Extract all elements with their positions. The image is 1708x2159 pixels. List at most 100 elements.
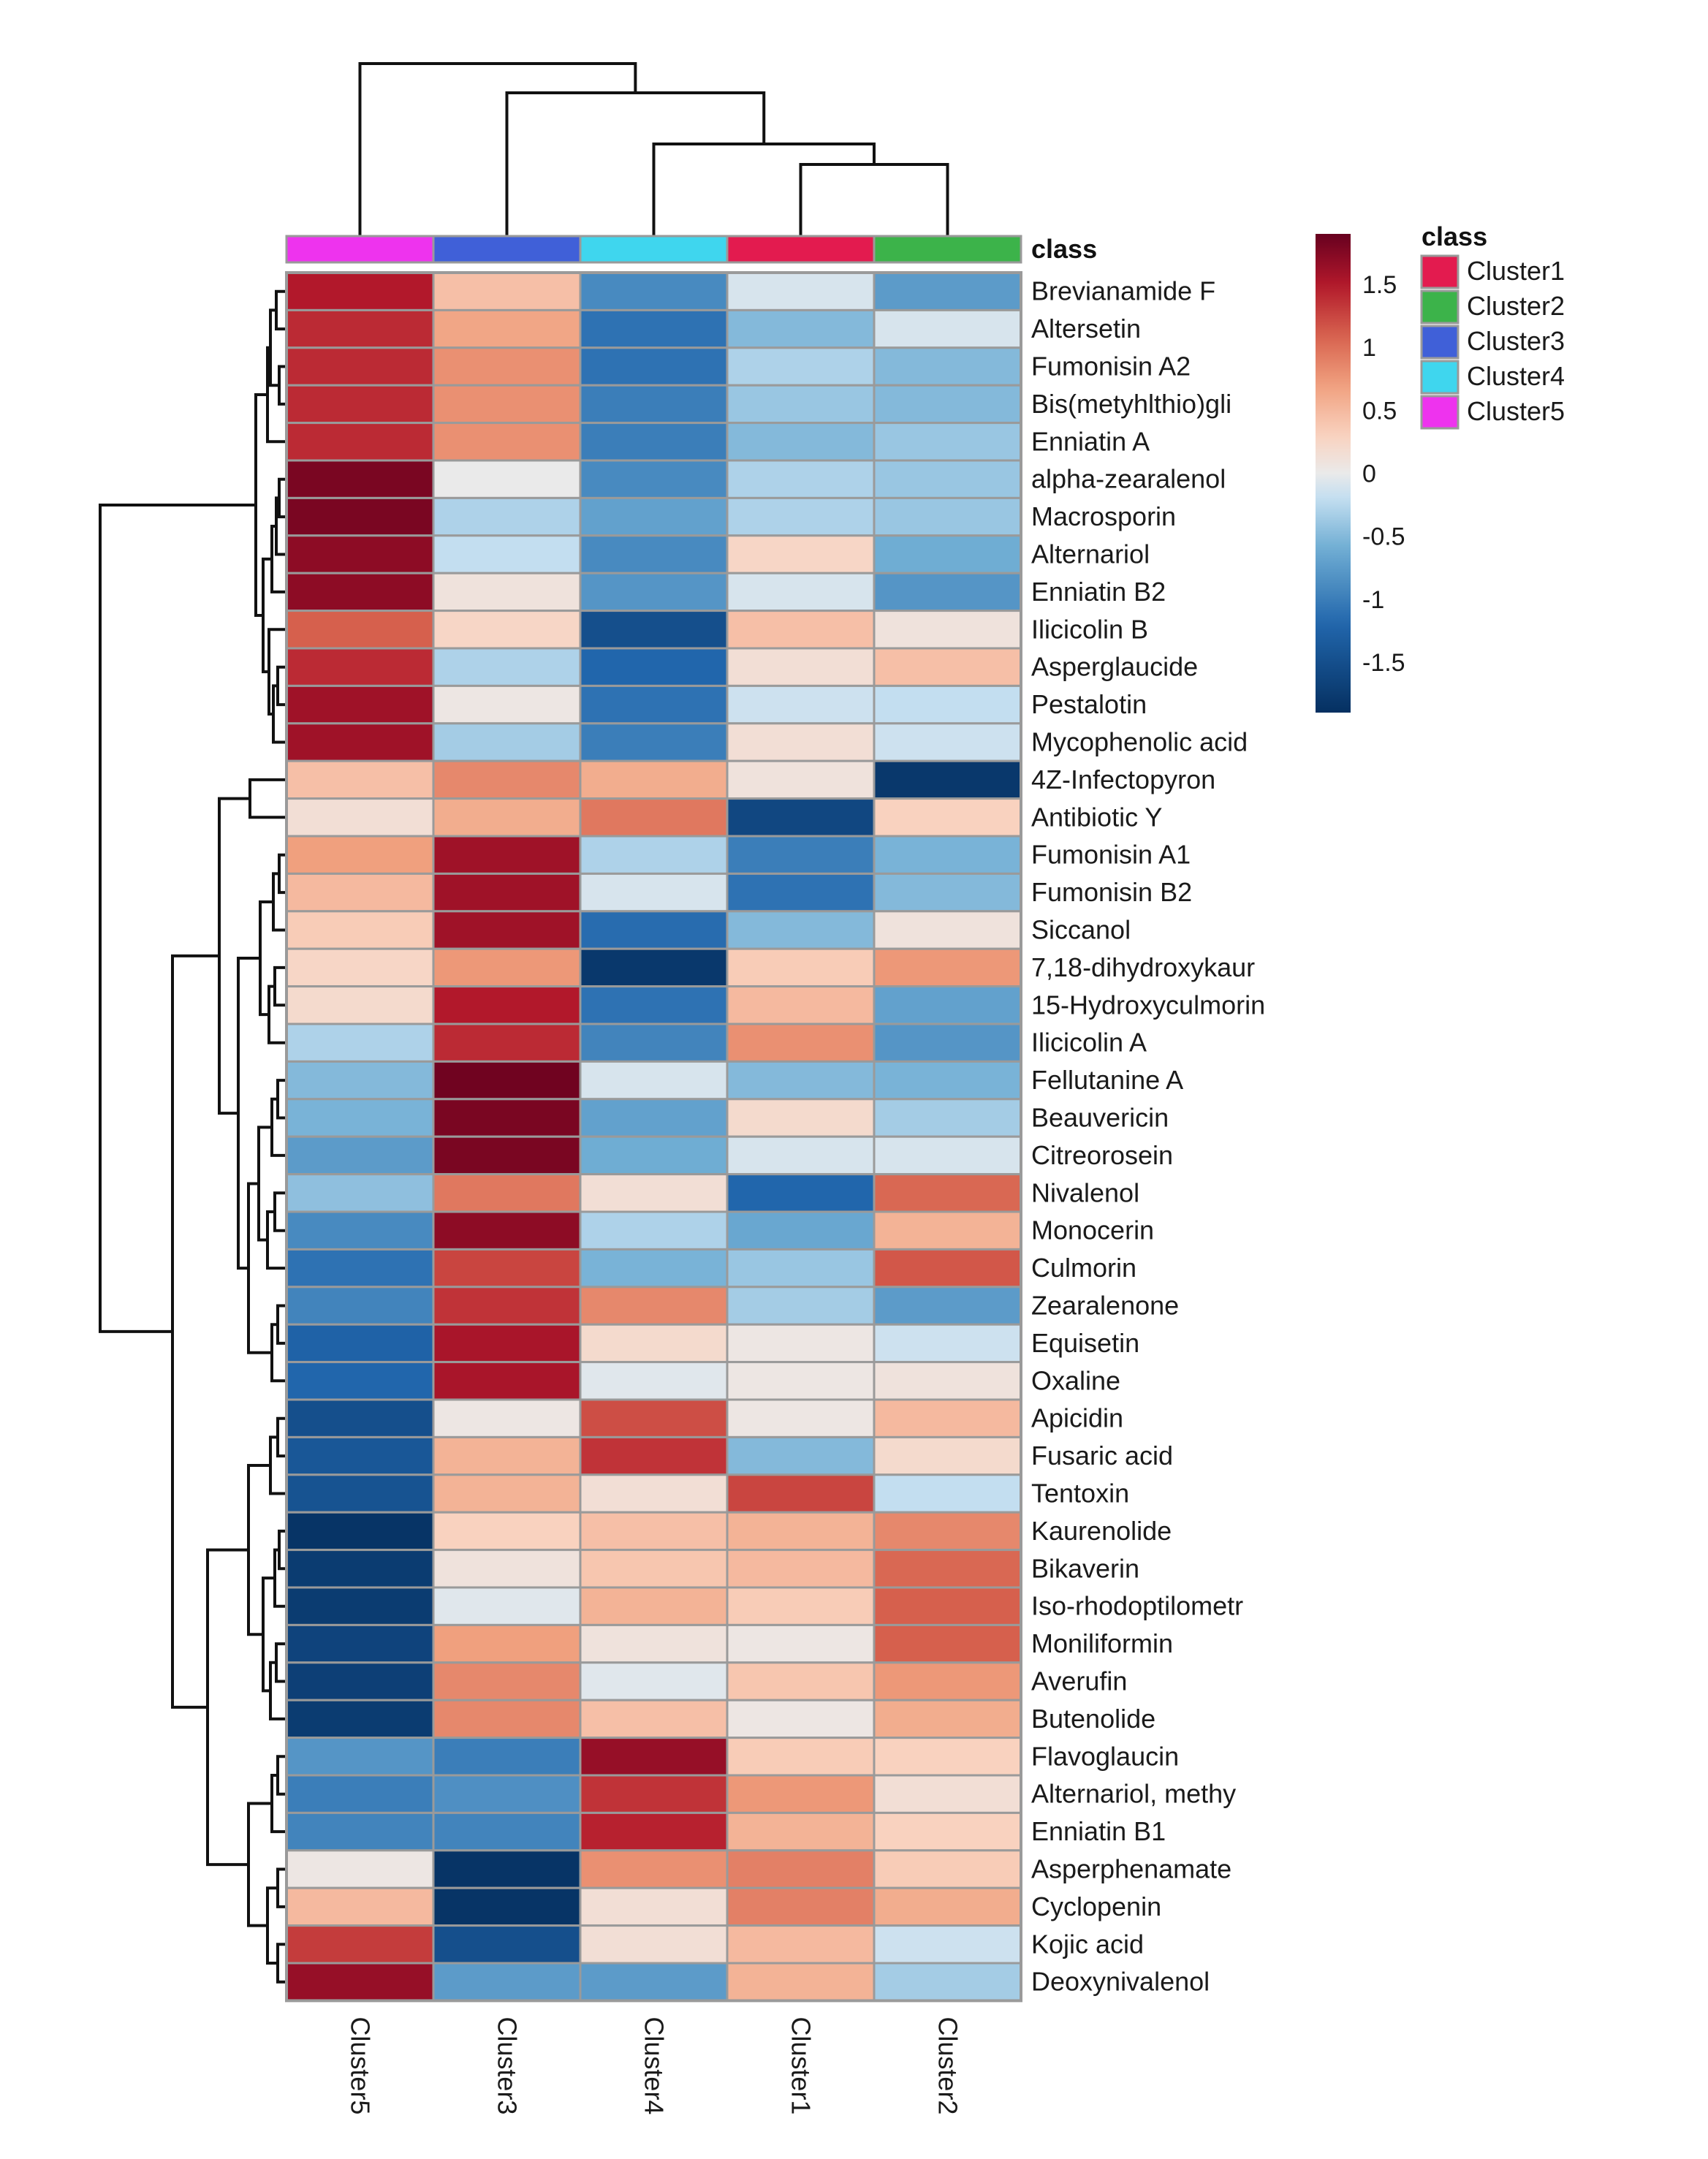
- class-annotation-cell: [285, 235, 435, 264]
- heatmap-cell: [285, 1060, 435, 1101]
- heatmap-cell: [873, 1210, 1022, 1251]
- heatmap-cell: [285, 496, 435, 537]
- heatmap-cell: [285, 1924, 435, 1965]
- heatmap-cell: [285, 1737, 435, 1777]
- heatmap-cell: [285, 1398, 435, 1438]
- heatmap-cell: [579, 1699, 729, 1739]
- row-label: Enniatin B1: [1031, 1816, 1166, 1846]
- heatmap-cell: [726, 1286, 876, 1326]
- annotation-title: class: [1031, 234, 1097, 264]
- row-label: Fellutanine A: [1031, 1065, 1183, 1095]
- color-scale-tick-label: 0: [1362, 460, 1376, 488]
- heatmap-cell: [726, 271, 876, 311]
- heatmap-cell: [432, 1962, 582, 2002]
- heatmap-cell: [285, 684, 435, 725]
- heatmap-cell: [285, 1623, 435, 1664]
- heatmap-cell: [873, 872, 1022, 913]
- heatmap-cell: [432, 647, 582, 687]
- color-scale-tick-label: 1: [1362, 334, 1376, 362]
- row-label: Antibiotic Y: [1031, 802, 1162, 832]
- heatmap-cell: [285, 1210, 435, 1251]
- dendrogram-branch: [171, 954, 219, 1709]
- heatmap-cell: [579, 1022, 729, 1063]
- row-label: Pestalotin: [1031, 689, 1147, 719]
- heatmap-cell: [285, 722, 435, 762]
- heatmap-cell: [726, 835, 876, 875]
- heatmap-cell: [579, 722, 729, 762]
- heatmap-cell: [285, 534, 435, 574]
- heatmap-cell: [285, 985, 435, 1025]
- heatmap-cell: [432, 1586, 582, 1626]
- heatmap-cell: [432, 1248, 582, 1289]
- heatmap-cell: [873, 1886, 1022, 1927]
- heatmap-cell: [285, 459, 435, 499]
- heatmap-cell: [579, 572, 729, 612]
- color-scale-tick-label: -1: [1362, 586, 1384, 614]
- heatmap-cell: [726, 684, 876, 725]
- heatmap-cell: [726, 797, 876, 838]
- heatmap-cell: [873, 1135, 1022, 1176]
- heatmap-cell: [873, 1060, 1022, 1101]
- heatmap-cell: [873, 985, 1022, 1025]
- class-annotation-cell: [579, 235, 729, 264]
- row-label: Alternariol, methy: [1031, 1779, 1236, 1809]
- heatmap-cell: [726, 910, 876, 950]
- legend-label: Cluster2: [1467, 291, 1565, 321]
- heatmap-cell: [285, 1473, 435, 1514]
- heatmap-cell: [873, 722, 1022, 762]
- heatmap-cell: [726, 1435, 876, 1476]
- heatmap-cell: [726, 722, 876, 762]
- heatmap-cell: [726, 1173, 876, 1213]
- heatmap-cell: [726, 872, 876, 913]
- color-scale-tick-label: 0.5: [1362, 397, 1397, 425]
- dendrogram-branch: [505, 91, 766, 236]
- column-label: Cluster4: [639, 2016, 669, 2114]
- heatmap-cell: [285, 1586, 435, 1626]
- heatmap-cell: [873, 797, 1022, 838]
- row-label: Iso-rhodoptilometr: [1031, 1591, 1243, 1621]
- row-label: Tentoxin: [1031, 1479, 1129, 1509]
- heatmap-cell: [432, 572, 582, 612]
- legend-swatch: [1420, 395, 1460, 430]
- class-annotation-bar: [285, 235, 1022, 264]
- heatmap-cell: [285, 1173, 435, 1213]
- heatmap-cell: [726, 1737, 876, 1777]
- heatmap-cell: [873, 422, 1022, 462]
- heatmap-cell: [432, 1886, 582, 1927]
- heatmap-frame: [285, 271, 1022, 2003]
- heatmap-cell: [726, 1623, 876, 1664]
- heatmap-cell: [873, 835, 1022, 875]
- row-label: alpha-zearalenol: [1031, 464, 1226, 494]
- dendrogram-branch: [272, 684, 286, 744]
- heatmap-cell: [285, 1098, 435, 1138]
- heatmap-cell: [285, 1248, 435, 1289]
- dendrogram-branch: [799, 163, 949, 236]
- heatmap-cell: [579, 910, 729, 950]
- legend-title: class: [1422, 221, 1487, 251]
- row-label: Butenolide: [1031, 1704, 1155, 1734]
- heatmap-cell: [579, 1248, 729, 1289]
- heatmap-cell: [726, 1924, 876, 1965]
- dendrogram-branch: [248, 778, 286, 819]
- heatmap-cell: [432, 985, 582, 1025]
- heatmap-cell: [579, 1398, 729, 1438]
- heatmap-cell: [873, 1811, 1022, 1852]
- row-label: Ilicicolin B: [1031, 614, 1148, 644]
- heatmap-cell: [873, 1586, 1022, 1626]
- heatmap-cell: [726, 1248, 876, 1289]
- heatmap-cell: [579, 610, 729, 650]
- row-dendrogram: [99, 289, 286, 1984]
- heatmap-cell: [726, 1699, 876, 1739]
- heatmap-cell: [579, 872, 729, 913]
- heatmap-cell: [579, 1886, 729, 1927]
- heatmap-cell: [579, 1323, 729, 1364]
- heatmap-cell: [579, 947, 729, 988]
- heatmap-cell: [726, 1060, 876, 1101]
- heatmap-cell: [579, 759, 729, 800]
- heatmap-cell: [873, 1323, 1022, 1364]
- heatmap-cell: [726, 647, 876, 687]
- heatmap-cell: [873, 759, 1022, 800]
- heatmap-cell: [873, 1286, 1022, 1326]
- heatmap-cell: [432, 1435, 582, 1476]
- heatmap-cell: [873, 1173, 1022, 1213]
